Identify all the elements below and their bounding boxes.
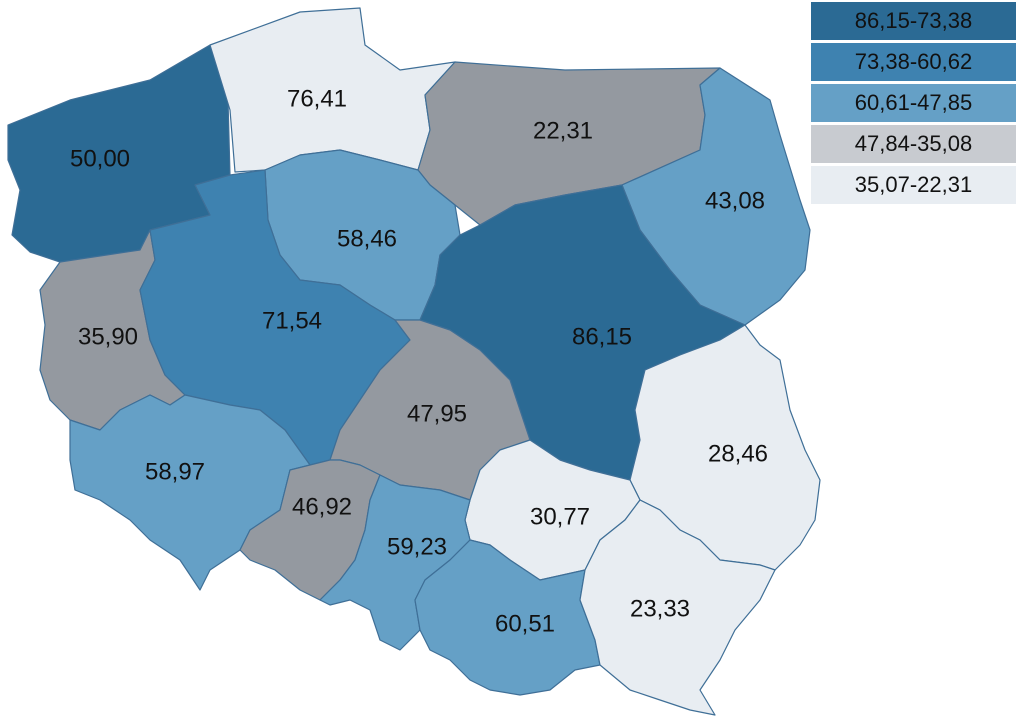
region-malopolskie[interactable] [414, 539, 601, 696]
label-pomorskie: 76,41 [287, 85, 347, 112]
legend-item: 73,38-60,62 [811, 43, 1016, 81]
legend-item: 35,07-22,31 [811, 166, 1016, 204]
legend-item-label: 35,07-22,31 [854, 172, 973, 197]
region-slaskie[interactable] [319, 474, 471, 651]
label-malopolskie: 60,51 [495, 610, 555, 637]
legend-item-label: 86,15-73,38 [854, 8, 973, 33]
label-lubelskie: 28,46 [708, 440, 768, 467]
label-podkarpackie: 23,33 [630, 595, 690, 622]
legend-item: 60,61-47,85 [811, 84, 1016, 122]
legend: 86,15-73,38 73,38-60,62 60,61-47,85 47,8… [811, 2, 1016, 204]
label-zachodniopomorskie: 50,00 [70, 145, 130, 172]
label-lodzkie: 47,95 [407, 400, 467, 427]
label-opolskie: 46,92 [292, 493, 352, 520]
label-dolnoslaskie: 58,97 [145, 458, 205, 485]
legend-item-label: 60,61-47,85 [854, 90, 973, 115]
legend-item: 86,15-73,38 [811, 2, 1016, 40]
label-warminsko-mazurskie: 22,31 [533, 117, 593, 144]
region-podkarpackie[interactable] [579, 499, 776, 716]
label-podlaskie: 43,08 [705, 187, 765, 214]
label-swietokrzyskie: 30,77 [530, 503, 590, 530]
label-wielkopolskie: 71,54 [262, 307, 322, 334]
legend-item-label: 73,38-60,62 [854, 49, 973, 74]
legend-item-label: 47,84-35,08 [854, 131, 973, 156]
label-slaskie: 59,23 [387, 533, 447, 560]
label-kujawsko-pomorskie: 58,46 [337, 225, 397, 252]
label-lubuskie: 35,90 [78, 323, 138, 350]
label-mazowieckie: 86,15 [572, 323, 632, 350]
legend-item: 47,84-35,08 [811, 125, 1016, 163]
